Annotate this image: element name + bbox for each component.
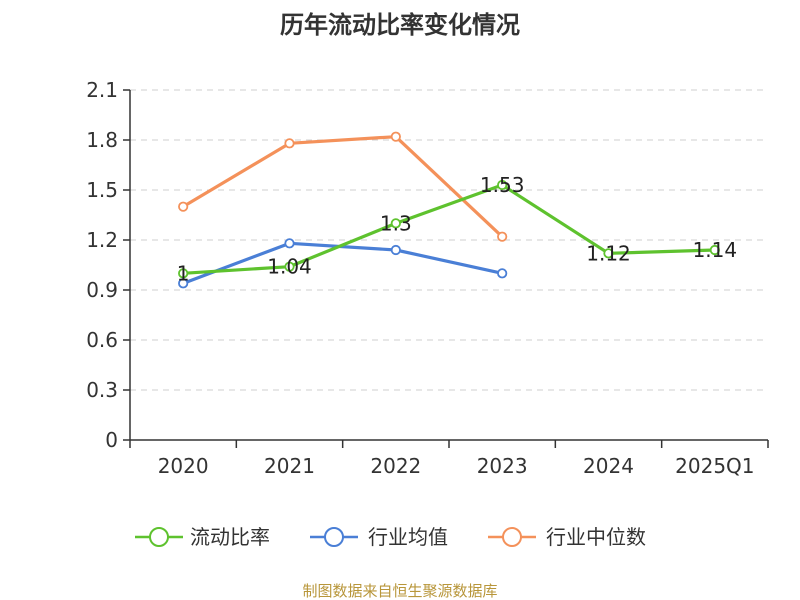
- legend[interactable]: 流动比率 行业均值 行业中位数: [135, 525, 646, 549]
- data-label-4: 1.12: [586, 241, 631, 265]
- legend-marker-1: [324, 527, 344, 547]
- series-2-point-3: [497, 231, 508, 242]
- legend-item-2[interactable]: 行业中位数: [488, 525, 646, 549]
- source-note: 制图数据来自恒生聚源数据库: [302, 582, 497, 600]
- y-tick-label-3: 0.9: [86, 278, 118, 302]
- series-1-point-3: [497, 268, 508, 279]
- data-labels: 1 1.04 1.3 1.53 1.12 1.14: [177, 173, 737, 285]
- series-2: [178, 131, 508, 242]
- series-0: [178, 179, 720, 279]
- x-tick-label-5: 2025Q1: [675, 454, 754, 478]
- series-1-point-1: [284, 238, 295, 249]
- series-0-point-1: [284, 261, 295, 272]
- data-label-5: 1.14: [693, 238, 738, 262]
- legend-label-0: 流动比率: [190, 525, 270, 549]
- legend-label-2: 行业中位数: [546, 525, 646, 549]
- series-2-point-2: [390, 131, 401, 142]
- series-2-point-1: [284, 138, 295, 149]
- series-0-point-0: [178, 268, 189, 279]
- data-label-1: 1.04: [267, 255, 312, 279]
- data-label-2: 1.3: [380, 211, 412, 235]
- series-line-1: [182, 241, 503, 285]
- series-0-point-4: [603, 248, 614, 259]
- x-tick-label-1: 2021: [264, 454, 315, 478]
- grid-lines: [130, 89, 768, 391]
- x-tick-label-4: 2024: [583, 454, 634, 478]
- x-tick-label-2: 2022: [370, 454, 421, 478]
- y-tick-label-4: 1.2: [86, 228, 118, 252]
- axes: 0 0.3 0.6 0.9 1.2 1.5 1.8 2.1 2020 2021 2022 2023 20…: [86, 78, 769, 478]
- series-lines: [178, 131, 720, 289]
- series-1-point-0: [178, 278, 189, 289]
- x-tick-label-0: 2020: [158, 454, 209, 478]
- data-label-3: 1.53: [480, 173, 525, 197]
- legend-label-1: 行业均值: [368, 525, 448, 549]
- series-0-point-5: [709, 244, 720, 256]
- legend-item-1[interactable]: 行业均值: [310, 525, 448, 549]
- series-1-point-2: [390, 244, 401, 256]
- series-0-point-3: [497, 179, 508, 191]
- series-2-point-0: [178, 201, 189, 212]
- y-tick-label-0: 0: [105, 428, 118, 452]
- series-0-point-2: [390, 218, 401, 229]
- series-line-0: [183, 183, 715, 275]
- y-tick-label-6: 1.8: [86, 128, 118, 152]
- legend-marker-2: [502, 527, 522, 547]
- x-tick-label-3: 2023: [477, 454, 528, 478]
- y-tick-label-2: 0.6: [86, 328, 118, 352]
- y-tick-label-7: 2.1: [86, 78, 118, 102]
- series-line-2: [182, 135, 504, 238]
- chart-title: 历年流动比率变化情况: [280, 11, 520, 39]
- legend-marker-0: [149, 527, 169, 547]
- legend-item-0[interactable]: 流动比率: [135, 525, 270, 549]
- data-label-0: 1: [177, 261, 190, 285]
- y-tick-label-1: 0.3: [86, 378, 118, 402]
- y-tick-label-5: 1.5: [86, 178, 118, 202]
